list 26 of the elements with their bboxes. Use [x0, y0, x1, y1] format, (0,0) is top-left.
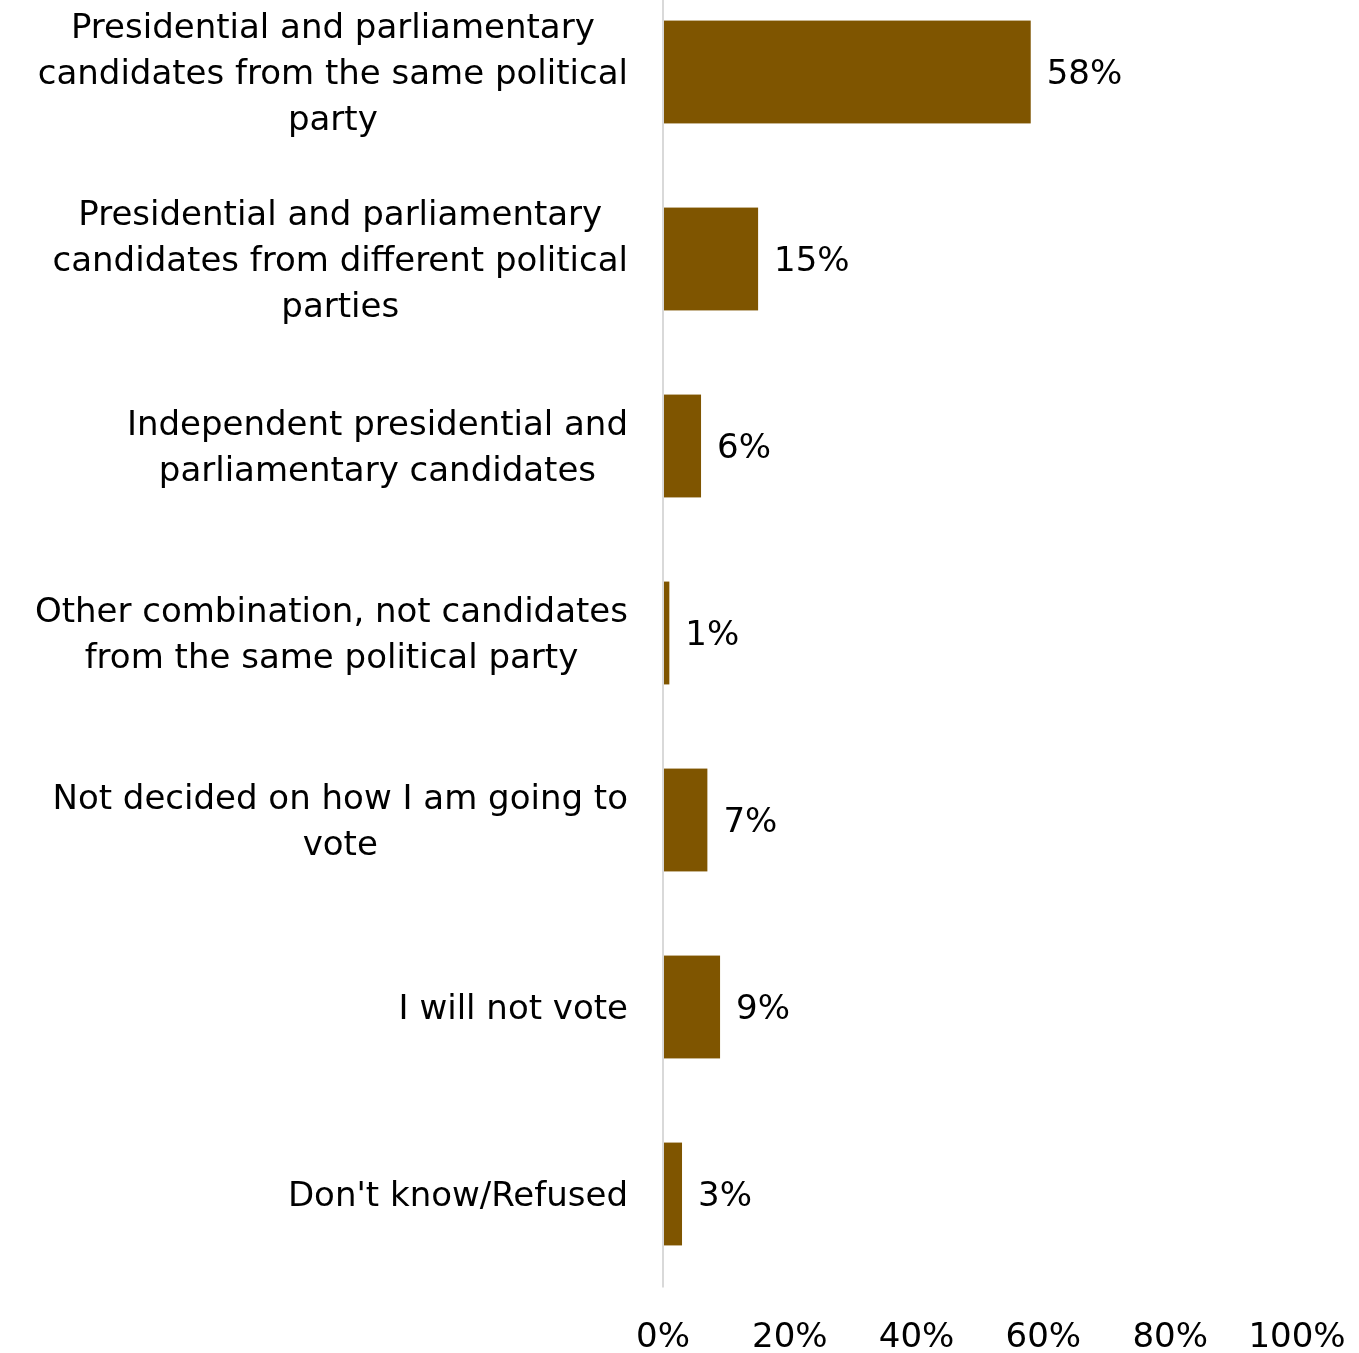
y-tick-label: Not decided on how I am going to vote	[52, 776, 628, 863]
data-label: 7%	[723, 799, 778, 840]
x-tick-label: 0%	[636, 1314, 690, 1353]
y-tick-label: Presidential and parliamentary candidates from the same political party	[37, 5, 629, 138]
y-tick-label: Other combination, not candidates from the same political party	[34, 589, 628, 676]
data-label: 1%	[685, 612, 740, 653]
y-tick-label: Presidential and parliamentary candidates from different political parties	[52, 192, 628, 325]
data-label: 3%	[698, 1173, 752, 1214]
x-tick-label: 100%	[1248, 1314, 1346, 1353]
y-tick-label: Don't know/Refused	[287, 1173, 629, 1214]
data-label: 6%	[717, 425, 771, 466]
data-label: 58%	[1046, 51, 1123, 92]
bar	[663, 768, 708, 872]
bar	[663, 1142, 683, 1246]
data-label: 15%	[774, 238, 850, 279]
x-tick-label: 40%	[878, 1314, 955, 1353]
bar	[663, 955, 721, 1059]
y-tick-label: Independent presidential and parliamentary candidates	[126, 402, 628, 489]
bar	[663, 20, 1031, 124]
bar	[663, 394, 702, 498]
x-tick-label: 80%	[1132, 1314, 1208, 1353]
bar	[663, 207, 759, 311]
data-label: 9%	[736, 986, 791, 1027]
x-tick-label: 20%	[752, 1314, 828, 1353]
x-tick-label: 60%	[1005, 1314, 1082, 1353]
y-tick-label: I will not vote	[398, 986, 628, 1027]
